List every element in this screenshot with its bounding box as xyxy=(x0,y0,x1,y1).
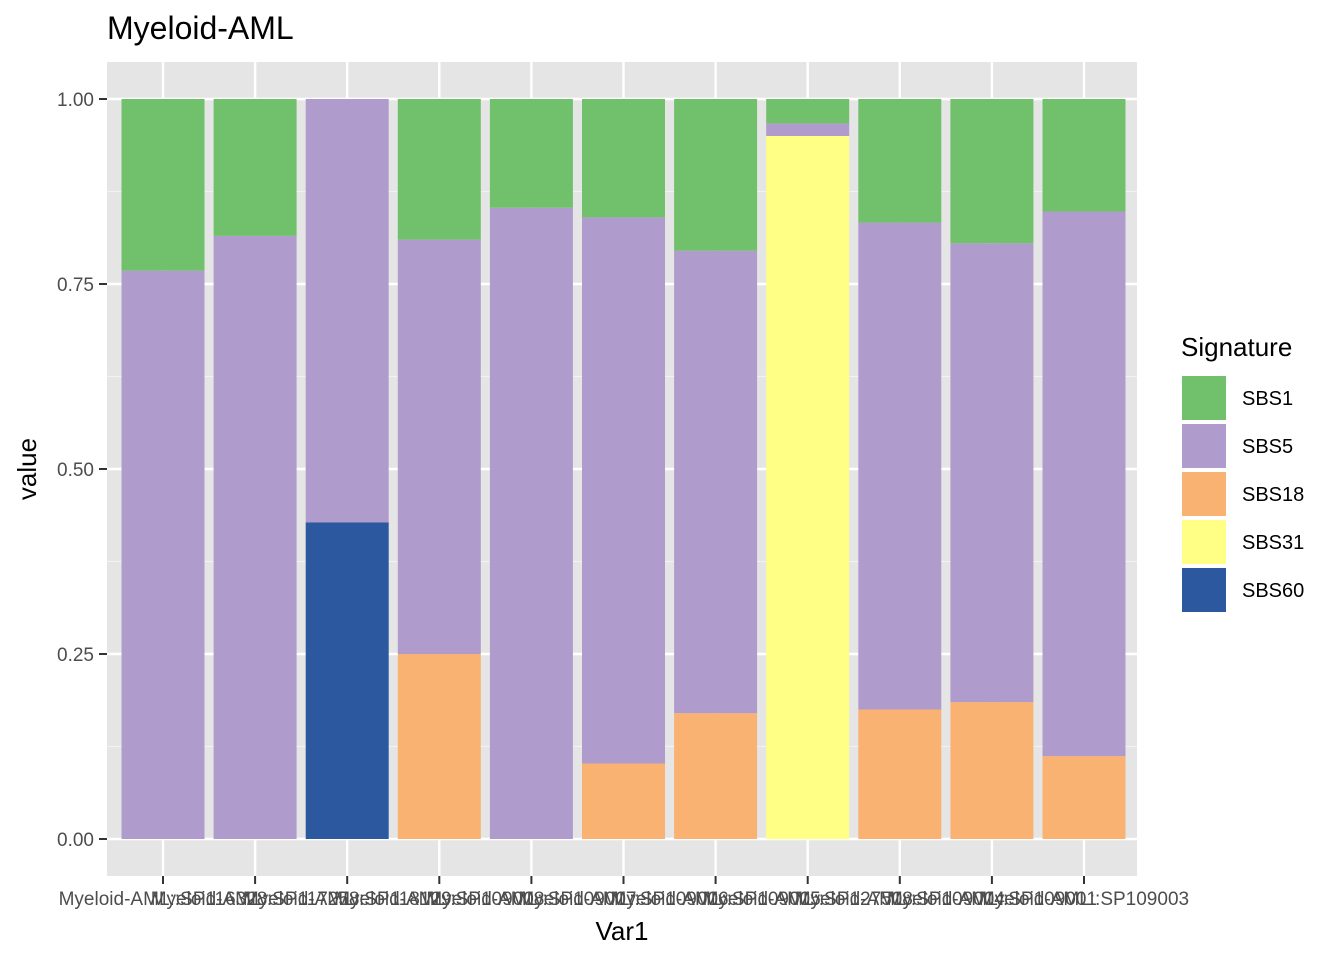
x-tick-label: Myeloid-AML::SP109007 xyxy=(426,889,636,910)
bar-segment-sbs1 xyxy=(674,99,758,251)
bar-segment-sbs1 xyxy=(950,99,1034,244)
legend-key-sbs60 xyxy=(1182,568,1226,612)
x-tick-label: Myeloid-AML::SP127508 xyxy=(703,889,913,910)
bar-segment-sbs5 xyxy=(489,207,573,839)
y-axis-title: value xyxy=(12,438,42,500)
legend-label-sbs60: SBS60 xyxy=(1242,580,1304,602)
bar-segment-sbs60 xyxy=(305,522,389,839)
bar-segment-sbs5 xyxy=(121,270,205,839)
bar-segment-sbs5 xyxy=(305,99,389,523)
bar-segment-sbs1 xyxy=(121,99,205,271)
x-tick-label: Myeloid-AML::SP109008 xyxy=(334,889,544,910)
y-tick-label: 0.00 xyxy=(57,830,94,851)
x-axis-title: Var1 xyxy=(596,916,649,946)
legend-title: Signature xyxy=(1181,332,1292,362)
bar-segment-sbs5 xyxy=(950,243,1034,703)
bar-segment-sbs5 xyxy=(674,250,758,714)
bar-segment-sbs18 xyxy=(858,709,942,839)
x-tick-label: Myeloid-AML::SP109001 xyxy=(887,889,1097,910)
y-tick-label: 0.50 xyxy=(57,460,94,481)
bar-segment-sbs5 xyxy=(1042,211,1126,757)
bar-segment-sbs1 xyxy=(582,99,665,218)
y-tick-label: 0.75 xyxy=(57,275,94,296)
bar-segment-sbs31 xyxy=(766,136,850,839)
legend-key-sbs18 xyxy=(1182,472,1226,516)
y-tick-label: 0.25 xyxy=(57,645,94,666)
x-tick-label: Myeloid-AML::SP116328 xyxy=(59,889,268,910)
bar-segment-sbs1 xyxy=(489,99,573,208)
x-tick-label: Myeloid-AML::SP117258 xyxy=(151,889,360,910)
legend-label-sbs18: SBS18 xyxy=(1242,484,1304,506)
legend-key-sbs31 xyxy=(1182,520,1226,564)
legend: Signature SBS1 SBS5 SBS18 SBS31 SBS60 xyxy=(1181,332,1304,612)
bar-segment-sbs18 xyxy=(674,713,758,839)
legend-key-sbs5 xyxy=(1182,424,1226,468)
bar-segment-sbs18 xyxy=(1042,756,1126,839)
bars xyxy=(121,99,1126,839)
bar-segment-sbs1 xyxy=(1042,99,1126,212)
legend-key-sbs1 xyxy=(1182,376,1226,420)
legend-label-sbs5: SBS5 xyxy=(1242,436,1293,458)
bar-segment-sbs5 xyxy=(766,123,850,136)
bar-segment-sbs18 xyxy=(582,763,665,839)
x-axis: Myeloid-AML::SP116328Myeloid-AML::SP1172… xyxy=(59,876,1189,910)
chart-title: Myeloid-AML xyxy=(107,10,294,46)
bar-segment-sbs5 xyxy=(397,239,481,654)
bar-segment-sbs1 xyxy=(213,99,297,236)
y-tick-label: 1.00 xyxy=(57,90,94,111)
x-tick-label: Myeloid-AML::SP109005 xyxy=(611,889,821,910)
y-axis: 0.00 0.25 0.50 0.75 1.00 xyxy=(57,90,107,851)
bar-segment-sbs18 xyxy=(950,702,1034,839)
legend-label-sbs1: SBS1 xyxy=(1242,388,1293,410)
x-tick-label: Myeloid-AML::SP109006 xyxy=(518,889,728,910)
bar-segment-sbs1 xyxy=(397,99,481,240)
x-tick-label: Myeloid-AML::SP118129 xyxy=(243,889,452,910)
legend-label-sbs31: SBS31 xyxy=(1242,532,1304,554)
x-tick-label: Myeloid-AML::SP109003 xyxy=(979,889,1189,910)
bar-segment-sbs5 xyxy=(582,217,665,764)
x-tick-label: Myeloid-AML::SP109004 xyxy=(795,889,1006,910)
bar-segment-sbs1 xyxy=(766,99,850,124)
bar-segment-sbs5 xyxy=(213,235,297,839)
bar-segment-sbs18 xyxy=(397,654,481,839)
bar-segment-sbs5 xyxy=(858,222,942,710)
bar-segment-sbs1 xyxy=(858,99,942,223)
